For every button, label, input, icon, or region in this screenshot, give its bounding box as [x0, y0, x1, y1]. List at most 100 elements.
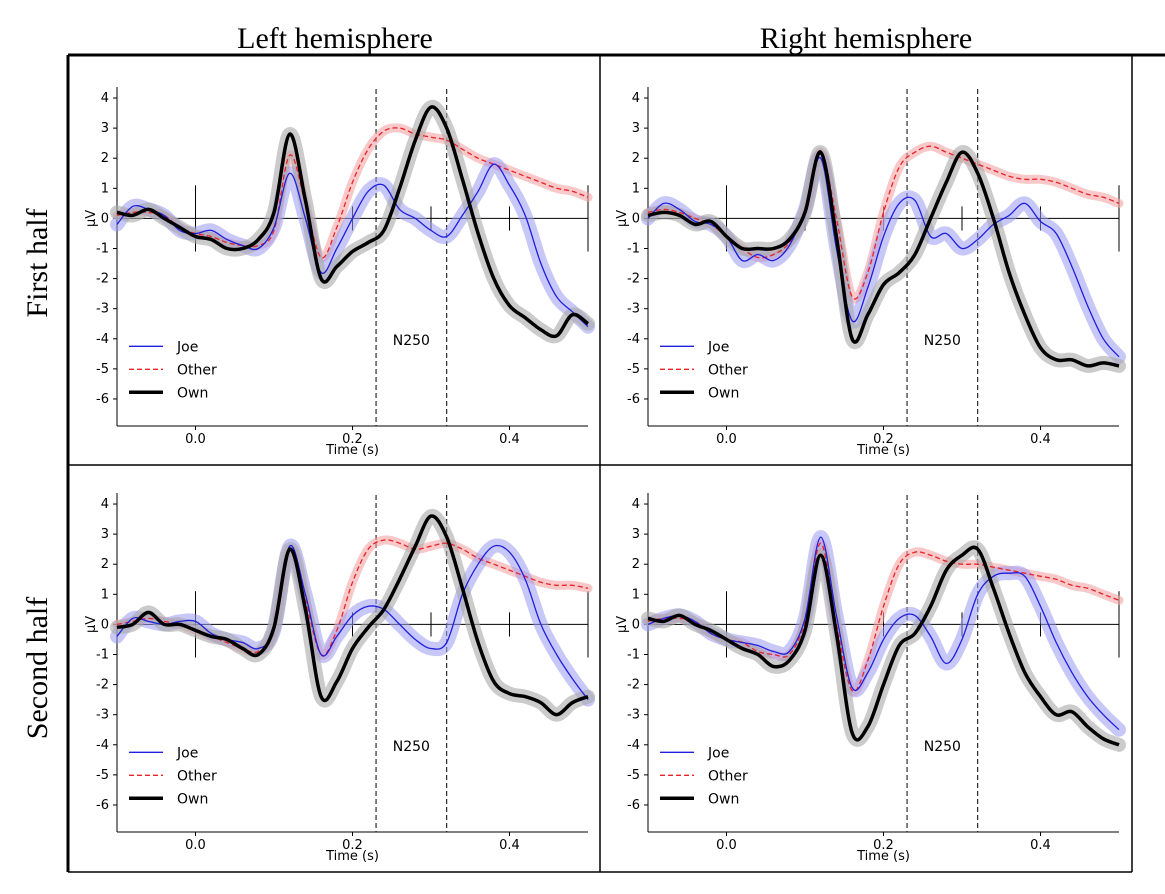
x-tick-label: 0.4 — [499, 838, 520, 853]
legend-label-other: Other — [708, 768, 748, 784]
y-tick-label: -1 — [627, 242, 640, 257]
y-tick-label: -4 — [627, 332, 640, 347]
legend-label-other: Other — [177, 768, 217, 784]
y-tick-label: -6 — [96, 798, 109, 813]
y-tick-label: 1 — [101, 587, 109, 602]
legend-label-joe: Joe — [176, 339, 198, 355]
legend-label-own: Own — [177, 385, 208, 401]
series-line-own — [647, 150, 1120, 368]
legend: Joe Other Own — [129, 745, 217, 807]
legend-label-other: Other — [177, 362, 217, 378]
y-tick-label: -3 — [627, 302, 640, 317]
legend-label-other: Other — [708, 362, 748, 378]
x-tick-label: 0.0 — [185, 432, 206, 447]
x-tick-label: 0.2 — [873, 838, 894, 853]
n250-label: N250 — [924, 739, 961, 755]
y-tick-label: 0 — [632, 211, 640, 226]
y-tick-label: 3 — [632, 527, 640, 542]
y-axis-title: µV — [615, 616, 630, 633]
panel-right-second: -6 -5 -4 -3 -2 -1 0 1 2 3 4 0.0 0.2 0.4 Time (s) µV N250… — [615, 493, 1126, 864]
n250-label: N250 — [393, 739, 430, 755]
row-title-first: First half — [21, 208, 54, 317]
legend-label-joe: Joe — [176, 745, 198, 761]
series-line-own — [647, 545, 1120, 747]
y-tick-label: -1 — [96, 648, 109, 663]
y-tick-label: 0 — [101, 617, 109, 632]
y-tick-label: 3 — [101, 527, 109, 542]
y-axis-title: µV — [615, 210, 630, 227]
legend-label-own: Own — [177, 791, 208, 807]
series-line-other — [647, 145, 1120, 300]
y-tick-label: -4 — [627, 738, 640, 753]
series-line-joe — [116, 163, 589, 328]
x-tick-label: 0.0 — [185, 838, 206, 853]
panel-left-first: -6 -5 -4 -3 -2 -1 0 1 2 3 4 0.0 0.2 0.4 Time (s) µV N250… — [84, 87, 595, 458]
y-tick-label: -6 — [627, 798, 640, 813]
x-tick-label: 0.2 — [342, 432, 363, 447]
series-line-own — [116, 514, 589, 717]
y-tick-label: -4 — [96, 738, 109, 753]
x-tick-label: 0.0 — [716, 838, 737, 853]
y-tick-label: -3 — [96, 708, 109, 723]
y-tick-label: 2 — [101, 151, 109, 166]
y-tick-label: 1 — [632, 181, 640, 196]
y-tick-label: -2 — [627, 678, 640, 693]
x-tick-label: 0.0 — [716, 432, 737, 447]
legend-label-own: Own — [708, 791, 739, 807]
y-tick-label: 0 — [101, 211, 109, 226]
panel-frame — [66, 53, 1165, 873]
x-tick-label: 0.2 — [873, 432, 894, 447]
series-line-own — [116, 105, 590, 339]
y-tick-label: -5 — [627, 362, 640, 377]
y-tick-label: -2 — [96, 272, 109, 287]
y-axis-title: µV — [84, 616, 99, 633]
y-tick-label: -6 — [627, 392, 640, 407]
legend-label-joe: Joe — [707, 339, 729, 355]
n250-label: N250 — [393, 333, 430, 349]
legend-label-joe: Joe — [707, 745, 729, 761]
y-tick-label: 2 — [101, 557, 109, 572]
y-tick-label: -1 — [96, 242, 109, 257]
x-axis-title: Time (s) — [325, 443, 379, 458]
y-tick-label: -2 — [96, 678, 109, 693]
y-axis-title: µV — [84, 210, 99, 227]
y-tick-label: 4 — [101, 497, 109, 512]
x-tick-label: 0.4 — [499, 432, 520, 447]
y-tick-label: 4 — [101, 91, 109, 106]
panel-right-first: -6 -5 -4 -3 -2 -1 0 1 2 3 4 0.0 0.2 0.4 Time (s) µV N250… — [615, 87, 1126, 458]
col-title-right: Right hemisphere — [760, 22, 972, 55]
y-tick-label: -6 — [96, 392, 109, 407]
legend: Joe Other Own — [660, 745, 748, 807]
y-tick-label: 3 — [101, 121, 109, 136]
col-title-left: Left hemisphere — [237, 22, 433, 55]
y-tick-label: -2 — [627, 272, 640, 287]
y-tick-label: -5 — [627, 768, 640, 783]
panels: -6 -5 -4 -3 -2 -1 0 1 2 3 4 0.0 0.2 0.4 Time (s) µV N250… — [84, 87, 1126, 864]
legend: Joe Other Own — [660, 339, 748, 401]
y-tick-label: -3 — [96, 302, 109, 317]
y-tick-label: 0 — [632, 617, 640, 632]
x-tick-label: 0.2 — [342, 838, 363, 853]
series-line-joe — [116, 544, 589, 700]
x-axis-title: Time (s) — [856, 443, 910, 458]
y-tick-label: 3 — [632, 121, 640, 136]
y-tick-label: 2 — [632, 151, 640, 166]
x-axis-title: Time (s) — [325, 849, 379, 864]
y-tick-label: 2 — [632, 557, 640, 572]
n250-label: N250 — [924, 333, 961, 349]
x-axis-title: Time (s) — [856, 849, 910, 864]
series-band-joe — [641, 150, 1126, 364]
y-tick-label: 4 — [632, 497, 640, 512]
y-tick-label: 1 — [632, 587, 640, 602]
legend-label-own: Own — [708, 385, 739, 401]
y-tick-label: -5 — [96, 362, 109, 377]
y-tick-label: 4 — [632, 91, 640, 106]
y-tick-label: -1 — [627, 648, 640, 663]
panel-left-second: -6 -5 -4 -3 -2 -1 0 1 2 3 4 0.0 0.2 0.4 Time (s) µV N250… — [84, 493, 595, 864]
y-tick-label: -4 — [96, 332, 109, 347]
row-title-second: Second half — [21, 597, 54, 739]
legend: Joe Other Own — [129, 339, 217, 401]
y-tick-label: 1 — [101, 181, 109, 196]
x-tick-label: 0.4 — [1030, 432, 1051, 447]
